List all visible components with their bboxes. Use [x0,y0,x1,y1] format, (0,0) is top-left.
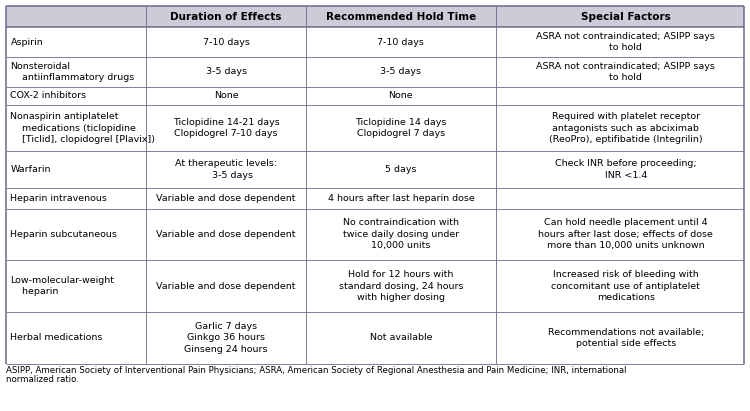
Text: Recommended Hold Time: Recommended Hold Time [326,12,476,22]
Text: Variable and dose dependent: Variable and dose dependent [156,282,296,291]
Text: At therapeutic levels:
    3-5 days: At therapeutic levels: 3-5 days [175,159,278,180]
Bar [6,6,744,28]
Text: Hold for 12 hours with
standard dosing, 24 hours
with higher dosing: Hold for 12 hours with standard dosing, … [339,270,463,302]
Text: 7-10 days: 7-10 days [202,38,250,47]
Text: 3-5 days: 3-5 days [380,67,422,76]
Text: Recommendations not available;
potential side effects: Recommendations not available; potential… [548,328,704,348]
Text: ASRA not contraindicated; ASIPP says
to hold: ASRA not contraindicated; ASIPP says to … [536,32,716,53]
Text: Low-molecular-weight
    heparin: Low-molecular-weight heparin [10,276,115,296]
Text: 5 days: 5 days [386,165,417,174]
Text: Duration of Effects: Duration of Effects [170,12,282,22]
Text: ASIPP, American Society of Interventional Pain Physicians; ASRA, American Societ: ASIPP, American Society of Interventiona… [6,366,626,375]
Text: None: None [388,91,413,100]
Text: normalized ratio.: normalized ratio. [6,375,79,384]
Text: 7-10 days: 7-10 days [377,38,424,47]
Text: Check INR before proceeding;
INR <1.4: Check INR before proceeding; INR <1.4 [555,159,697,180]
Text: Nonaspirin antiplatelet
    medications (ticlopidine
    [Ticlid], clopidogrel [: Nonaspirin antiplatelet medications (tic… [10,112,155,144]
Text: Heparin intravenous: Heparin intravenous [10,194,107,203]
Text: 3-5 days: 3-5 days [206,67,247,76]
Text: Special Factors: Special Factors [581,12,670,22]
Text: Garlic 7 days
Ginkgo 36 hours
Ginseng 24 hours: Garlic 7 days Ginkgo 36 hours Ginseng 24… [184,322,268,354]
Text: Heparin subcutaneous: Heparin subcutaneous [10,230,117,239]
Text: ASRA not contraindicated; ASIPP says
to hold: ASRA not contraindicated; ASIPP says to … [536,62,716,82]
Text: Warfarin: Warfarin [10,165,51,174]
Text: Ticlopidine 14 days
Clopidogrel 7 days: Ticlopidine 14 days Clopidogrel 7 days [356,118,446,139]
Text: Variable and dose dependent: Variable and dose dependent [156,194,296,203]
Text: Can hold needle placement until 4
hours after last dose; effects of dose
more th: Can hold needle placement until 4 hours … [538,218,713,250]
Text: Aspirin: Aspirin [10,38,44,47]
Text: Herbal medications: Herbal medications [10,333,103,342]
Text: Increased risk of bleeding with
concomitant use of antiplatelet
medications: Increased risk of bleeding with concomit… [551,270,700,302]
Text: None: None [214,91,238,100]
Text: Not available: Not available [370,333,432,342]
Text: No contraindication with
twice daily dosing under
10,000 units: No contraindication with twice daily dos… [343,218,459,250]
Text: 4 hours after last heparin dose: 4 hours after last heparin dose [328,194,474,203]
Text: Variable and dose dependent: Variable and dose dependent [156,230,296,239]
Text: Nonsteroidal
    antiinflammatory drugs: Nonsteroidal antiinflammatory drugs [10,62,135,82]
Text: Ticlopidine 14-21 days
Clopidogrel 7-10 days: Ticlopidine 14-21 days Clopidogrel 7-10 … [172,118,280,139]
Text: COX-2 inhibitors: COX-2 inhibitors [10,91,86,100]
Text: Required with platelet receptor
antagonists such as abciximab
(ReoPro), eptifiba: Required with platelet receptor antagoni… [549,112,703,144]
